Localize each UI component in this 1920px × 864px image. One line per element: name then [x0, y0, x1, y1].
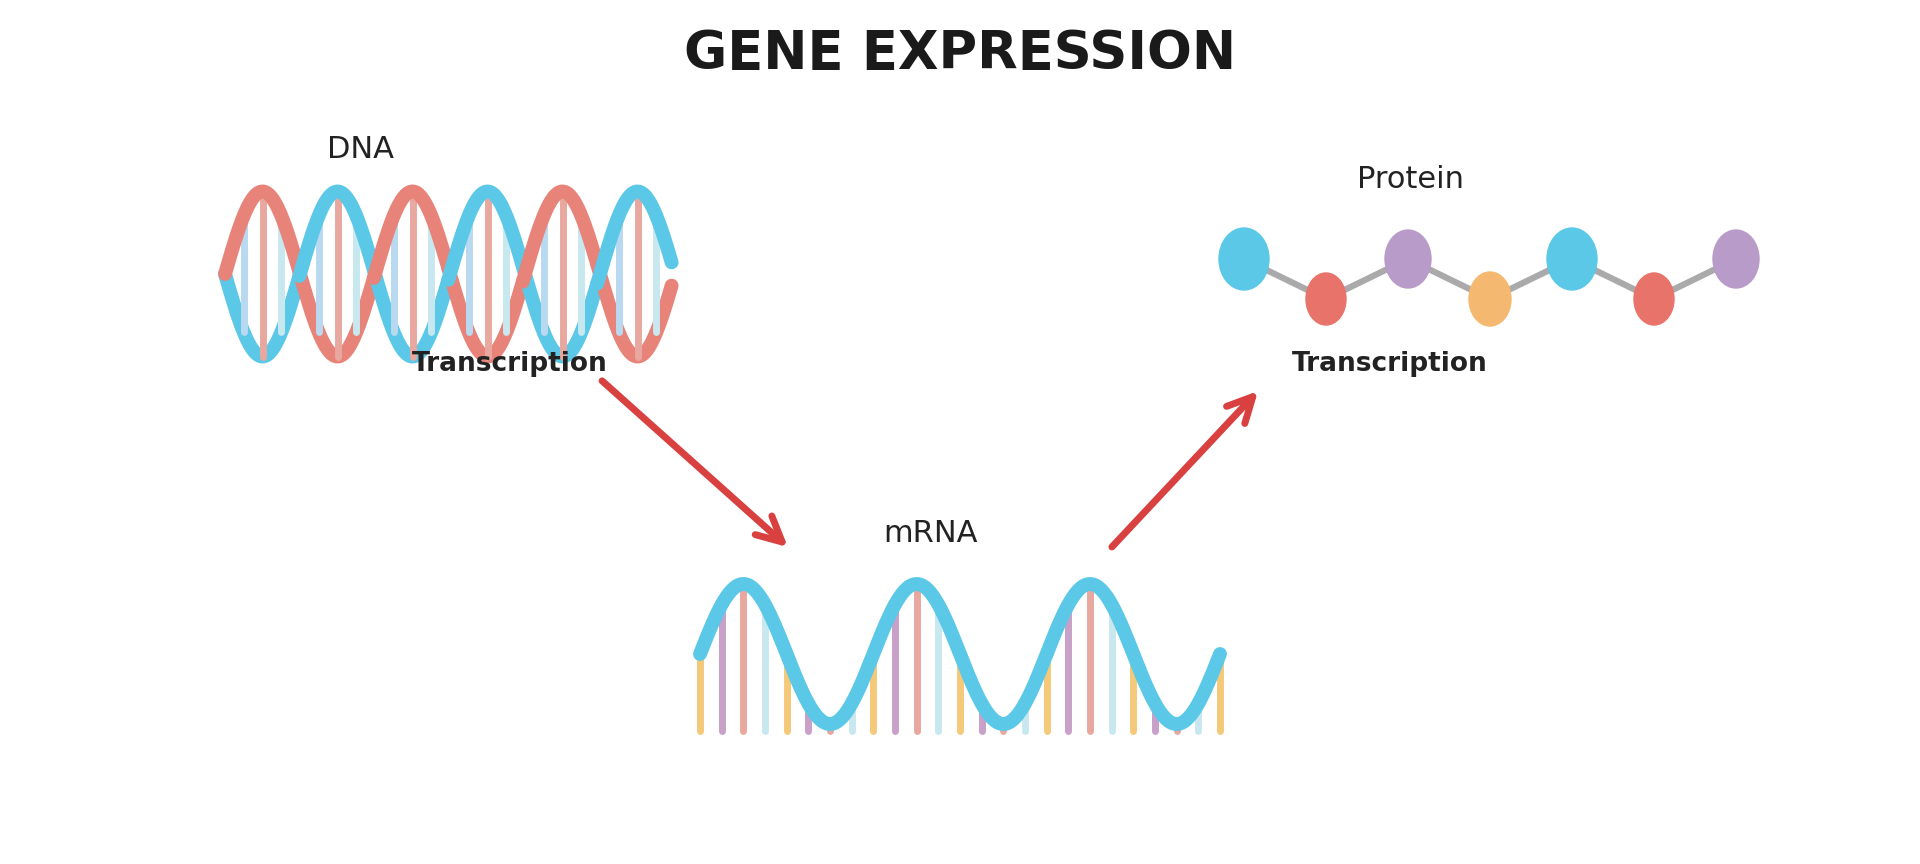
Ellipse shape [1469, 272, 1511, 326]
Ellipse shape [1713, 230, 1759, 288]
Ellipse shape [1306, 273, 1346, 325]
Text: GENE EXPRESSION: GENE EXPRESSION [684, 28, 1236, 80]
Text: mRNA: mRNA [883, 519, 977, 549]
Text: Transcription: Transcription [413, 351, 609, 377]
Ellipse shape [1548, 228, 1597, 290]
Ellipse shape [1634, 273, 1674, 325]
Ellipse shape [1219, 228, 1269, 290]
Text: DNA: DNA [326, 135, 394, 163]
Text: Protein: Protein [1357, 164, 1463, 194]
Text: Transcription: Transcription [1292, 351, 1488, 377]
Ellipse shape [1384, 230, 1430, 288]
